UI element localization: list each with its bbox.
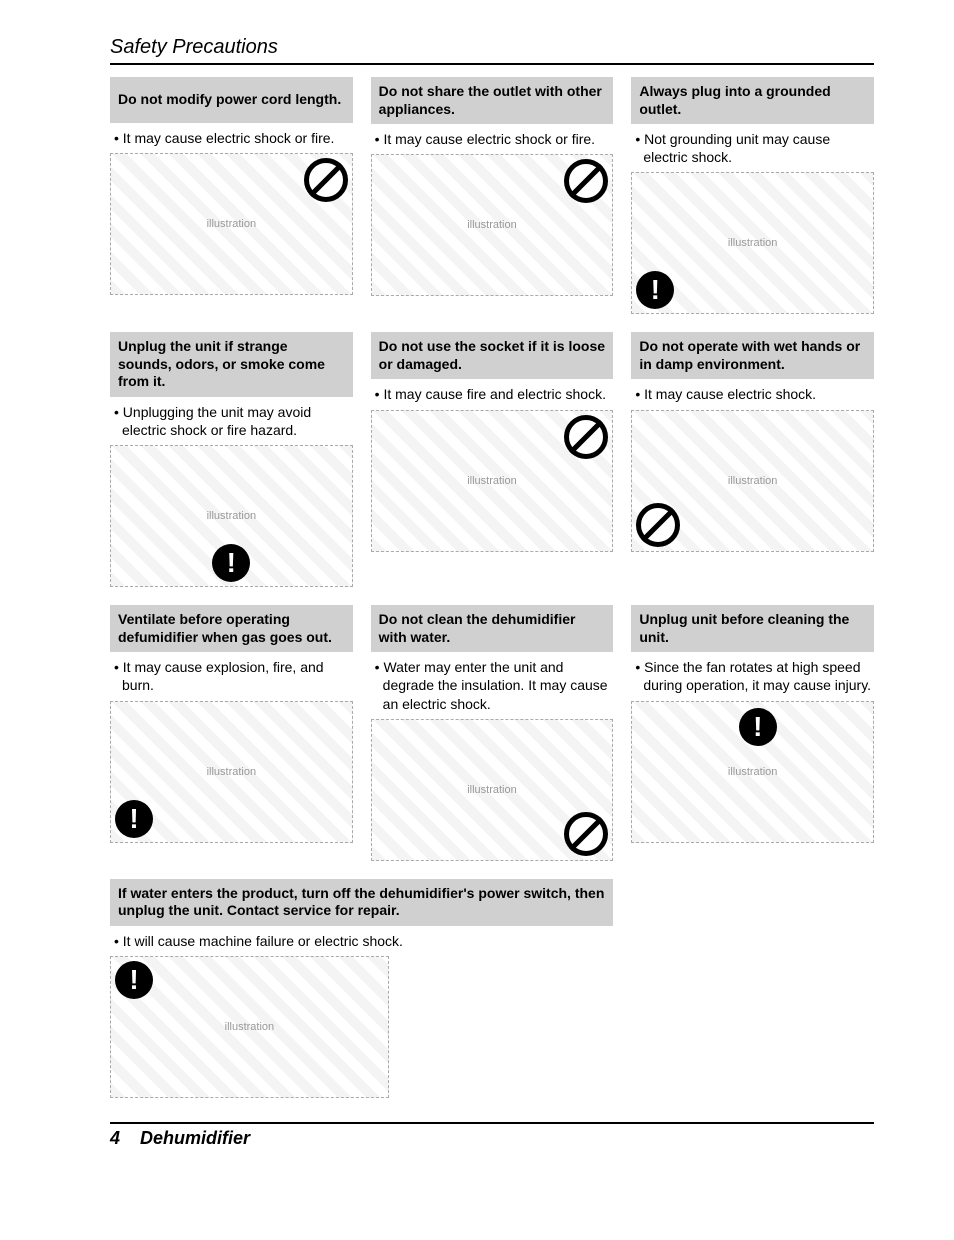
precautions-grid: Do not modify power cord length. • It ma… <box>110 77 874 1098</box>
block-bullet: • Unplugging the unit may avoid electric… <box>110 397 353 439</box>
block-bullet: • Not grounding unit may cause electric … <box>631 124 874 166</box>
prohibit-icon <box>564 415 608 459</box>
block: Always plug into a grounded outlet. • No… <box>631 77 874 314</box>
block-illustration: illustration ! <box>110 445 353 587</box>
block-illustration: illustration <box>371 154 614 296</box>
exclamation-icon: ! <box>115 800 153 838</box>
block: Unplug the unit if strange sounds, odors… <box>110 332 353 587</box>
block: Do not share the outlet with other appli… <box>371 77 614 314</box>
block-bullet: • It may cause explosion, fire, and burn… <box>110 652 353 694</box>
page-number: 4 <box>110 1128 120 1148</box>
block-bullet: • It may cause electric shock or fire. <box>371 124 614 148</box>
block-bullet: • Water may enter the unit and degrade t… <box>371 652 614 713</box>
page-container: Safety Precautions Do not modify power c… <box>0 0 954 1169</box>
wide-block: If water enters the product, turn off th… <box>110 879 613 1098</box>
page-title: Safety Precautions <box>110 36 874 65</box>
exclamation-icon: ! <box>212 544 250 582</box>
block-heading: Always plug into a grounded outlet. <box>631 77 874 124</box>
block: Do not use the socket if it is loose or … <box>371 332 614 587</box>
block-bullet: • Since the fan rotates at high speed du… <box>631 652 874 694</box>
block-heading: Unplug unit before cleaning the unit. <box>631 605 874 652</box>
block-illustration: illustration ! <box>631 172 874 314</box>
block-illustration: illustration <box>371 719 614 861</box>
block-heading: Do not use the socket if it is loose or … <box>371 332 614 379</box>
page-footer: 4 Dehumidifier <box>110 1122 874 1149</box>
prohibit-icon <box>304 158 348 202</box>
block-heading: If water enters the product, turn off th… <box>110 879 613 926</box>
block-illustration: illustration <box>110 153 353 295</box>
block-illustration: illustration ! <box>110 701 353 843</box>
block-bullet: • It may cause electric shock. <box>631 379 874 403</box>
block-illustration: illustration <box>371 410 614 552</box>
block-illustration: illustration ! <box>110 956 389 1098</box>
block: Do not clean the dehumidifier with water… <box>371 605 614 861</box>
block-bullet: • It may cause electric shock or fire. <box>110 123 353 147</box>
block: Unplug unit before cleaning the unit. • … <box>631 605 874 861</box>
block-bullet: • It will cause machine failure or elect… <box>110 926 613 950</box>
block: Ventilate before operating defumidifier … <box>110 605 353 861</box>
prohibit-icon <box>636 503 680 547</box>
block: Do not operate with wet hands or in damp… <box>631 332 874 587</box>
block-heading: Unplug the unit if strange sounds, odors… <box>110 332 353 397</box>
block: Do not modify power cord length. • It ma… <box>110 77 353 314</box>
exclamation-icon: ! <box>739 708 777 746</box>
block-illustration: illustration <box>631 410 874 552</box>
prohibit-icon <box>564 159 608 203</box>
block-bullet: • It may cause fire and electric shock. <box>371 379 614 403</box>
block-heading: Do not share the outlet with other appli… <box>371 77 614 124</box>
block-heading: Do not modify power cord length. <box>110 77 353 123</box>
block-illustration: illustration ! <box>631 701 874 843</box>
footer-product: Dehumidifier <box>140 1128 250 1148</box>
block-heading: Ventilate before operating defumidifier … <box>110 605 353 652</box>
prohibit-icon <box>564 812 608 856</box>
exclamation-icon: ! <box>115 961 153 999</box>
exclamation-icon: ! <box>636 271 674 309</box>
block-heading: Do not operate with wet hands or in damp… <box>631 332 874 379</box>
block-heading: Do not clean the dehumidifier with water… <box>371 605 614 652</box>
